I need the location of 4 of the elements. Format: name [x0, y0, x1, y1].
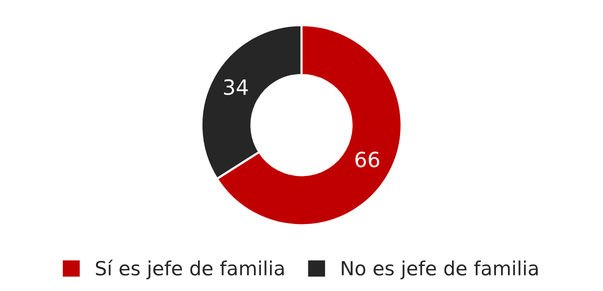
- legend-label: Sí es jefe de familia: [96, 260, 284, 280]
- data-label: 66: [355, 152, 380, 168]
- legend-label: No es jefe de familia: [342, 260, 538, 280]
- data-label: 34: [224, 79, 248, 96]
